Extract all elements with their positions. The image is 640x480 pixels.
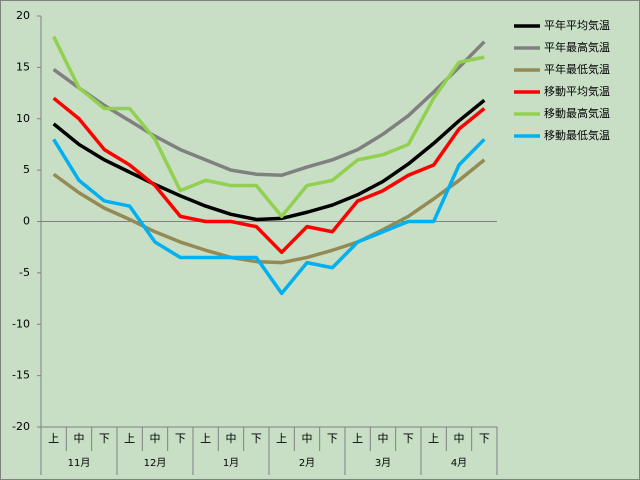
x-tick-label: 中	[454, 432, 465, 445]
x-tick-label: 中	[302, 432, 313, 445]
y-tick-label: 0	[23, 215, 30, 228]
x-tick-label: 下	[175, 432, 186, 445]
x-tick-label: 上	[124, 432, 135, 445]
x-tick-label: 上	[200, 432, 211, 445]
y-tick-label: 5	[23, 163, 30, 176]
series-line	[52, 98, 486, 222]
y-tick-label: -5	[19, 266, 30, 279]
x-tick-label: 下	[403, 432, 414, 445]
series-line	[52, 138, 486, 296]
series-line	[52, 35, 485, 219]
x-tick-label: 上	[352, 432, 363, 445]
y-tick-label: 15	[16, 60, 30, 73]
x-tick-label: 上	[428, 432, 439, 445]
legend-label: 移動最高気温	[544, 106, 610, 120]
x-tick-label: 中	[150, 432, 161, 445]
x-tick-label: 中	[74, 432, 85, 445]
y-tick-label: 20	[16, 9, 30, 22]
month-label: 3月	[375, 457, 391, 469]
legend-label: 移動平均気温	[544, 84, 610, 98]
x-tick-label: 中	[226, 432, 237, 445]
series-line	[52, 158, 486, 265]
series-line	[52, 96, 486, 255]
series-line	[52, 40, 486, 178]
month-label: 1月	[223, 457, 239, 469]
x-tick-label: 上	[276, 432, 287, 445]
month-label: 4月	[451, 457, 467, 469]
legend-label: 移動最低気温	[544, 128, 610, 142]
x-tick-label: 下	[99, 432, 110, 445]
x-tick-label: 下	[479, 432, 490, 445]
y-tick-label: -10	[12, 317, 30, 330]
legend-label: 平年最高気温	[544, 40, 610, 54]
y-tick-label: 10	[16, 112, 30, 125]
y-tick-label: -15	[12, 369, 30, 382]
x-tick-label: 下	[327, 432, 338, 445]
x-tick-label: 上	[48, 432, 59, 445]
month-label: 2月	[299, 457, 315, 469]
x-tick-label: 下	[251, 432, 262, 445]
month-label: 12月	[144, 457, 167, 469]
x-tick-label: 中	[378, 432, 389, 445]
legend-label: 平年最低気温	[544, 62, 610, 76]
y-tick-label: -20	[12, 420, 30, 433]
month-label: 11月	[68, 457, 91, 469]
legend-label: 平年平均気温	[544, 18, 610, 32]
